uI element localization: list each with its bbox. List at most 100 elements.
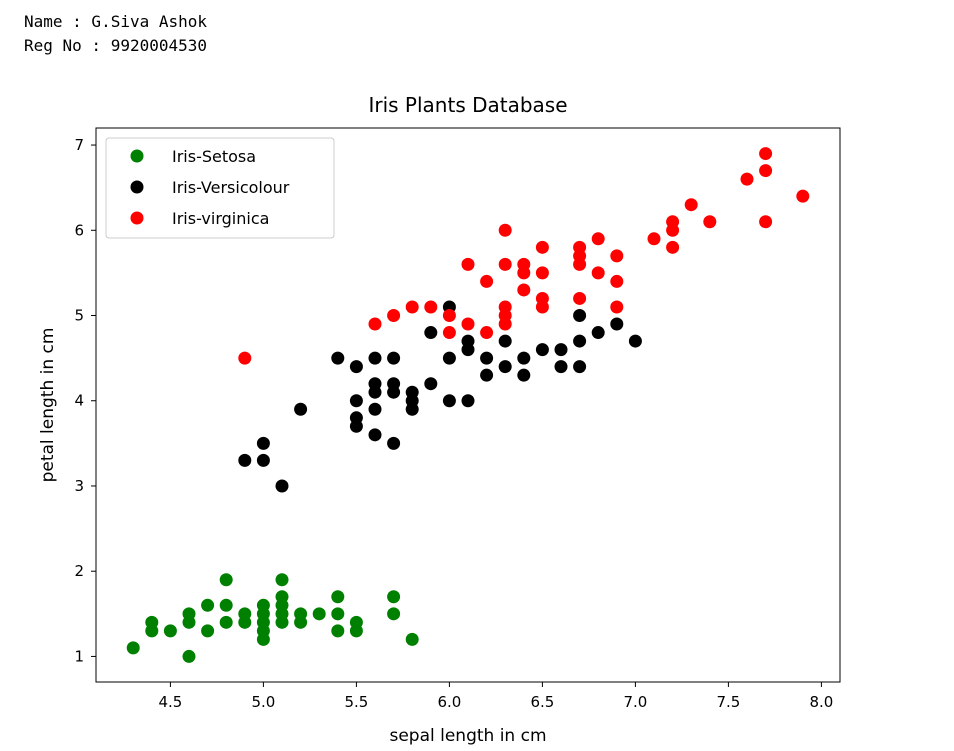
- data-point: [331, 607, 345, 621]
- data-point: [405, 300, 419, 314]
- data-point: [461, 257, 475, 271]
- data-point: [591, 232, 605, 246]
- data-point: [535, 266, 549, 280]
- data-point: [312, 607, 326, 621]
- data-point: [480, 326, 494, 340]
- data-point: [182, 649, 196, 663]
- data-point: [554, 360, 568, 374]
- data-point: [126, 641, 140, 655]
- data-point: [573, 240, 587, 254]
- data-point: [331, 590, 345, 604]
- data-point: [535, 291, 549, 305]
- data-point: [238, 607, 252, 621]
- y-tick-label: 1: [74, 647, 84, 665]
- data-point: [498, 257, 512, 271]
- data-point: [275, 590, 289, 604]
- data-point: [703, 215, 717, 229]
- data-point: [591, 326, 605, 340]
- data-point: [535, 240, 549, 254]
- data-point: [498, 223, 512, 237]
- legend-box: [105, 137, 335, 239]
- y-tick-label: 5: [74, 307, 84, 325]
- data-point: [666, 215, 680, 229]
- data-point: [368, 377, 382, 391]
- data-point: [442, 309, 456, 323]
- data-point: [238, 351, 252, 365]
- data-point: [461, 317, 475, 331]
- data-point: [666, 240, 680, 254]
- student-info: Name : G.Siva Ashok Reg No : 9920004530: [24, 10, 207, 58]
- legend: Iris-Setosa Iris-Versicolour Iris-virginic…: [105, 137, 335, 239]
- data-point: [275, 479, 289, 493]
- data-point: [442, 351, 456, 365]
- data-point: [424, 377, 438, 391]
- data-point: [294, 402, 308, 416]
- x-tick-label: 7.0: [623, 693, 647, 711]
- x-axis-label: sepal length in cm: [389, 726, 546, 746]
- data-point: [387, 590, 401, 604]
- data-point: [256, 453, 270, 467]
- data-point: [442, 394, 456, 408]
- y-tick-label: 7: [74, 136, 84, 154]
- name-line: Name : G.Siva Ashok: [24, 12, 208, 31]
- legend-label: Iris-Setosa: [172, 147, 256, 166]
- data-point: [387, 351, 401, 365]
- data-point: [201, 598, 215, 612]
- data-point: [331, 351, 345, 365]
- data-point: [256, 436, 270, 450]
- data-point: [740, 172, 754, 186]
- data-point: [368, 428, 382, 442]
- y-tick-label: 6: [74, 221, 84, 239]
- data-point: [796, 189, 810, 203]
- data-point: [256, 598, 270, 612]
- y-axis-label: petal length in cm: [38, 328, 58, 483]
- data-point: [201, 624, 215, 638]
- data-point: [182, 607, 196, 621]
- data-point: [610, 274, 624, 288]
- data-point: [349, 615, 363, 629]
- data-point: [331, 624, 345, 638]
- data-point: [610, 300, 624, 314]
- data-point: [573, 334, 587, 348]
- data-point: [573, 291, 587, 305]
- series-iris-versicolour: [238, 300, 642, 493]
- x-tick-label: 5.5: [344, 693, 368, 711]
- x-tick-label: 6.0: [437, 693, 461, 711]
- y-tick-label: 3: [74, 477, 84, 495]
- data-point: [684, 198, 698, 212]
- data-point: [535, 343, 549, 357]
- data-point: [387, 607, 401, 621]
- data-point: [163, 624, 177, 638]
- data-point: [349, 411, 363, 425]
- legend-marker: [130, 149, 144, 163]
- data-point: [517, 283, 531, 297]
- data-point: [349, 360, 363, 374]
- x-tick-label: 8.0: [809, 693, 833, 711]
- data-point: [442, 326, 456, 340]
- data-point: [610, 249, 624, 263]
- data-point: [219, 598, 233, 612]
- data-point: [480, 368, 494, 382]
- reg-number-line: Reg No : 9920004530: [24, 36, 208, 55]
- data-point: [387, 436, 401, 450]
- data-point: [294, 607, 308, 621]
- data-point: [759, 164, 773, 178]
- data-point: [219, 615, 233, 629]
- data-point: [145, 615, 159, 629]
- data-point: [368, 317, 382, 331]
- data-point: [498, 300, 512, 314]
- data-point: [628, 334, 642, 348]
- y-tick-label: 4: [74, 392, 84, 410]
- data-point: [647, 232, 661, 246]
- chart-title: Iris Plants Database: [368, 93, 567, 117]
- data-point: [461, 334, 475, 348]
- x-tick-label: 7.5: [716, 693, 740, 711]
- data-point: [349, 394, 363, 408]
- legend-marker: [130, 180, 144, 194]
- y-axis: 1 2 3 4 5 6 7: [74, 136, 96, 665]
- series-iris-setosa: [126, 573, 419, 663]
- data-point: [405, 385, 419, 399]
- legend-label: Iris-Versicolour: [172, 178, 290, 197]
- x-tick-label: 5.0: [251, 693, 275, 711]
